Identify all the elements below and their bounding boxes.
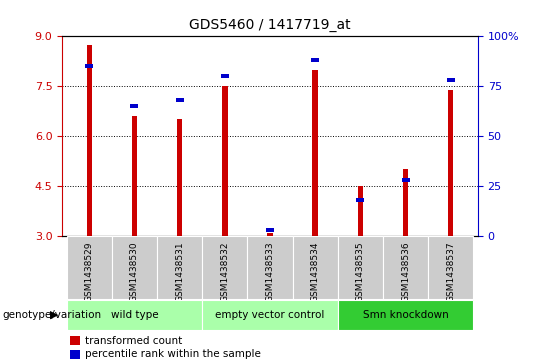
Bar xyxy=(357,186,363,236)
Bar xyxy=(86,45,92,236)
Bar xyxy=(448,90,454,236)
Text: Smn knockdown: Smn knockdown xyxy=(363,310,448,320)
Text: GSM1438530: GSM1438530 xyxy=(130,241,139,302)
Bar xyxy=(311,58,319,62)
Text: GSM1438537: GSM1438537 xyxy=(446,241,455,302)
Bar xyxy=(112,236,157,299)
Bar xyxy=(202,300,338,330)
Bar xyxy=(202,236,247,299)
Bar xyxy=(313,70,318,236)
Bar xyxy=(338,300,474,330)
Text: GSM1438534: GSM1438534 xyxy=(310,241,320,302)
Bar xyxy=(293,236,338,299)
Bar xyxy=(447,78,455,82)
Bar xyxy=(85,64,93,68)
Bar xyxy=(402,178,410,182)
Bar xyxy=(177,119,183,236)
Bar xyxy=(157,236,202,299)
Text: transformed count: transformed count xyxy=(85,335,182,346)
Bar xyxy=(132,116,137,236)
Bar xyxy=(383,236,428,299)
Bar xyxy=(403,170,408,236)
Bar xyxy=(66,300,202,330)
Bar xyxy=(267,233,273,236)
Text: wild type: wild type xyxy=(111,310,158,320)
Text: ▶: ▶ xyxy=(50,310,58,320)
Bar xyxy=(66,236,112,299)
Bar xyxy=(221,74,229,78)
Bar xyxy=(266,228,274,232)
Bar xyxy=(338,236,383,299)
Text: GSM1438531: GSM1438531 xyxy=(175,241,184,302)
Text: GSM1438532: GSM1438532 xyxy=(220,241,230,302)
Text: GSM1438533: GSM1438533 xyxy=(266,241,274,302)
Title: GDS5460 / 1417719_at: GDS5460 / 1417719_at xyxy=(189,19,351,33)
Text: GSM1438535: GSM1438535 xyxy=(356,241,365,302)
Text: GSM1438529: GSM1438529 xyxy=(85,241,94,302)
Bar xyxy=(176,98,184,102)
Text: percentile rank within the sample: percentile rank within the sample xyxy=(85,349,261,359)
Bar xyxy=(70,350,79,359)
Bar xyxy=(130,104,138,108)
Text: GSM1438536: GSM1438536 xyxy=(401,241,410,302)
Bar xyxy=(70,336,79,345)
Text: genotype/variation: genotype/variation xyxy=(3,310,102,320)
Text: empty vector control: empty vector control xyxy=(215,310,325,320)
Bar xyxy=(428,236,474,299)
Bar xyxy=(222,86,227,236)
Bar xyxy=(356,198,365,202)
Bar xyxy=(247,236,293,299)
